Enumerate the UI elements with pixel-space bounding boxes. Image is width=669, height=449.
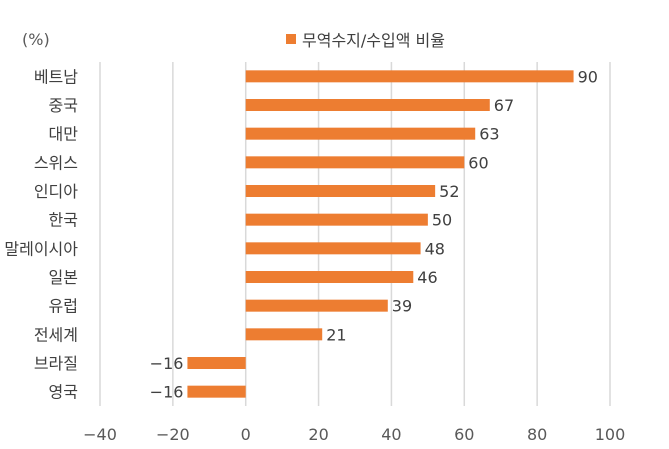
bar	[245, 127, 476, 140]
data-label: 63	[479, 125, 499, 144]
category-label: 브라질	[34, 354, 78, 373]
x-tick-label: 20	[308, 425, 328, 444]
legend-swatch	[286, 34, 296, 44]
bar	[187, 385, 246, 398]
bar	[245, 213, 428, 226]
data-label: 39	[392, 297, 412, 316]
data-label: 48	[425, 239, 445, 258]
bar	[245, 328, 323, 341]
data-label: −16	[150, 354, 184, 373]
bar	[245, 299, 388, 312]
bar	[245, 156, 465, 169]
data-label: 52	[439, 182, 459, 201]
bar	[245, 271, 414, 283]
data-label: −16	[150, 383, 184, 402]
x-tick-label: 60	[454, 425, 474, 444]
bar	[187, 357, 246, 369]
category-label: 중국	[49, 96, 78, 115]
bar	[245, 99, 490, 111]
x-tick-label: −20	[156, 425, 190, 444]
category-label: 한국	[49, 211, 78, 230]
data-label: 50	[432, 211, 452, 230]
data-label: 60	[468, 153, 488, 172]
category-label: 유럽	[49, 297, 78, 316]
bar	[245, 185, 436, 197]
category-label: 베트남	[34, 67, 78, 86]
category-label: 영국	[49, 383, 78, 402]
data-label: 46	[417, 268, 437, 287]
legend: 무역수지/수입액 비율	[286, 27, 445, 51]
category-label: 스위스	[34, 153, 78, 172]
x-tick-label: 80	[527, 425, 547, 444]
x-tick-label: 0	[241, 425, 251, 444]
x-tick-label: 40	[381, 425, 401, 444]
category-label: 전세계	[34, 325, 78, 344]
data-label: 21	[326, 325, 346, 344]
category-label: 말레이시아	[4, 239, 78, 258]
data-label: 67	[494, 96, 514, 115]
x-tick-label: 100	[595, 425, 626, 444]
category-label: 인디아	[34, 182, 78, 201]
x-tick-label: −40	[83, 425, 117, 444]
data-label: 90	[578, 67, 598, 86]
unit-label: (%)	[22, 30, 50, 49]
bar	[245, 70, 574, 83]
category-label: 일본	[49, 268, 78, 287]
bar	[245, 242, 421, 255]
category-label: 대만	[49, 125, 79, 144]
legend-label: 무역수지/수입액 비율	[302, 31, 445, 50]
